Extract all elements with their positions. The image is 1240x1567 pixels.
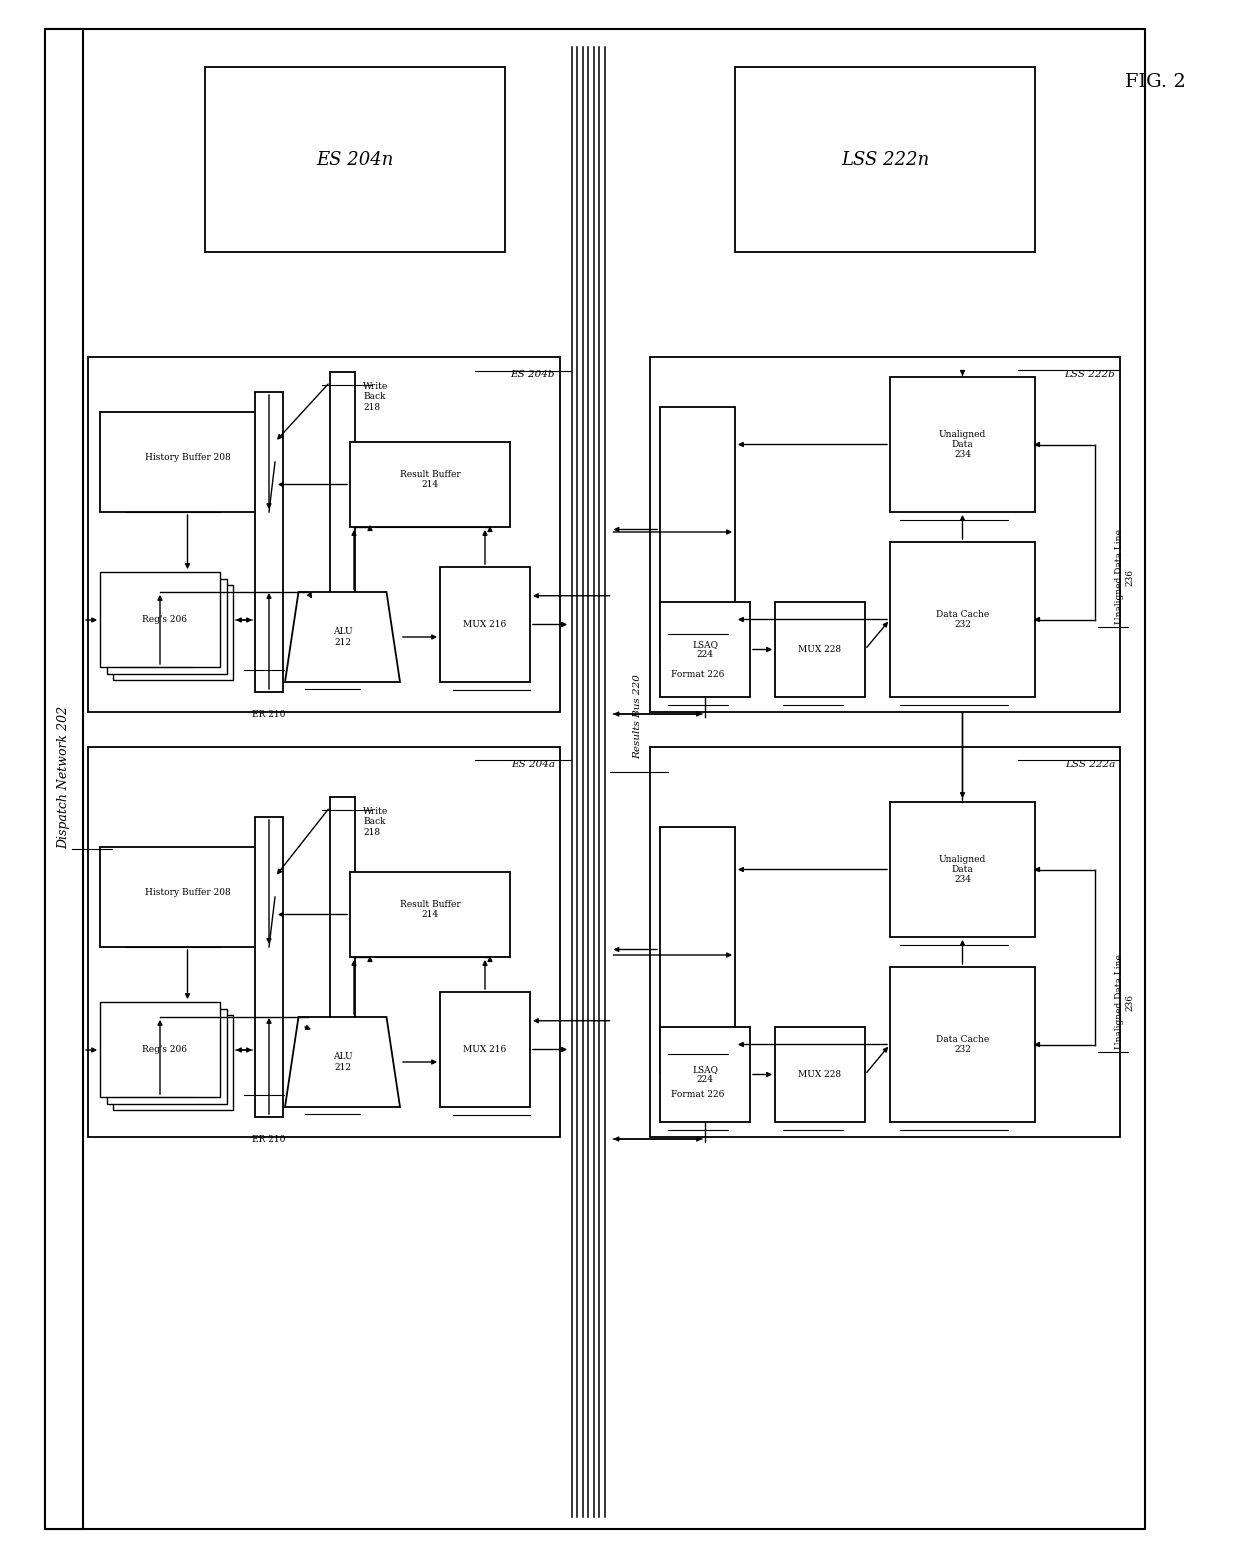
Bar [650,747,1120,1138]
Text: Reg's 206: Reg's 206 [141,1045,186,1055]
Text: ER 210: ER 210 [252,710,285,719]
Text: Unaligned
Data
234: Unaligned Data 234 [939,429,986,459]
Text: Results Bus 220: Results Bus 220 [634,674,642,760]
Text: Write
Back
218: Write Back 218 [363,807,388,837]
Bar [660,602,750,697]
Bar [775,1026,866,1122]
Text: Format 226: Format 226 [671,671,724,679]
Bar [100,848,275,946]
Text: MUX 228: MUX 228 [799,1070,842,1080]
Bar [890,542,1035,697]
Text: MUX 216: MUX 216 [464,621,507,628]
Text: MUX 216: MUX 216 [464,1045,507,1055]
Text: ALU
212: ALU 212 [332,627,352,647]
Bar [890,967,1035,1122]
Text: Unaligned
Data
234: Unaligned Data 234 [939,854,986,884]
Text: LSAQ
224: LSAQ 224 [692,639,718,660]
Text: FIG. 2: FIG. 2 [1125,74,1185,91]
Bar [350,871,510,957]
Bar [660,827,735,1072]
Bar [350,442,510,527]
Polygon shape [285,1017,401,1106]
Bar [650,357,1120,711]
Bar [660,407,735,652]
Text: MUX 228: MUX 228 [799,646,842,653]
Text: LSS 222n: LSS 222n [841,150,929,169]
Bar [255,392,283,693]
Bar [88,747,560,1138]
Text: ALU
212: ALU 212 [332,1053,352,1072]
Bar [205,67,505,252]
Bar [100,412,275,512]
Text: ES 204b: ES 204b [511,370,556,379]
Text: History Buffer 208: History Buffer 208 [145,453,231,462]
Text: LSS 222b: LSS 222b [1064,370,1115,379]
Bar [113,584,233,680]
Text: Format 226: Format 226 [671,1091,724,1098]
Text: ES 204n: ES 204n [316,150,393,169]
Bar [330,798,355,1042]
Text: Data Cache
232: Data Cache 232 [936,1034,990,1055]
Text: Result Buffer
214: Result Buffer 214 [399,470,460,489]
Bar [440,567,529,682]
Bar [113,1015,233,1109]
Bar [890,802,1035,937]
Bar [775,602,866,697]
Bar [440,992,529,1106]
Text: LSAQ
224: LSAQ 224 [692,1066,718,1084]
Text: History Buffer 208: History Buffer 208 [145,887,231,896]
Text: Unaligned Data Line
236: Unaligned Data Line 236 [1115,954,1135,1050]
Text: ER 210: ER 210 [252,1135,285,1144]
Bar [890,378,1035,512]
Bar [88,357,560,711]
Text: LSS 222a: LSS 222a [1065,760,1115,769]
Text: Data Cache
232: Data Cache 232 [936,610,990,630]
Bar [107,1009,227,1103]
Bar [107,578,227,674]
Bar [45,30,1145,1529]
Text: Result Buffer
214: Result Buffer 214 [399,899,460,920]
Text: Dispatch Network 202: Dispatch Network 202 [57,705,69,849]
Bar [100,1001,219,1097]
Bar [660,1026,750,1122]
Text: ES 204a: ES 204a [511,760,556,769]
Text: Write
Back
218: Write Back 218 [363,382,388,412]
Bar [330,371,355,617]
Polygon shape [285,592,401,682]
Bar [45,30,83,1529]
Text: Reg's 206: Reg's 206 [141,614,186,624]
Bar [735,67,1035,252]
Bar [100,572,219,668]
Bar [255,816,283,1117]
Text: Unaligned Data Line
236: Unaligned Data Line 236 [1115,530,1135,624]
